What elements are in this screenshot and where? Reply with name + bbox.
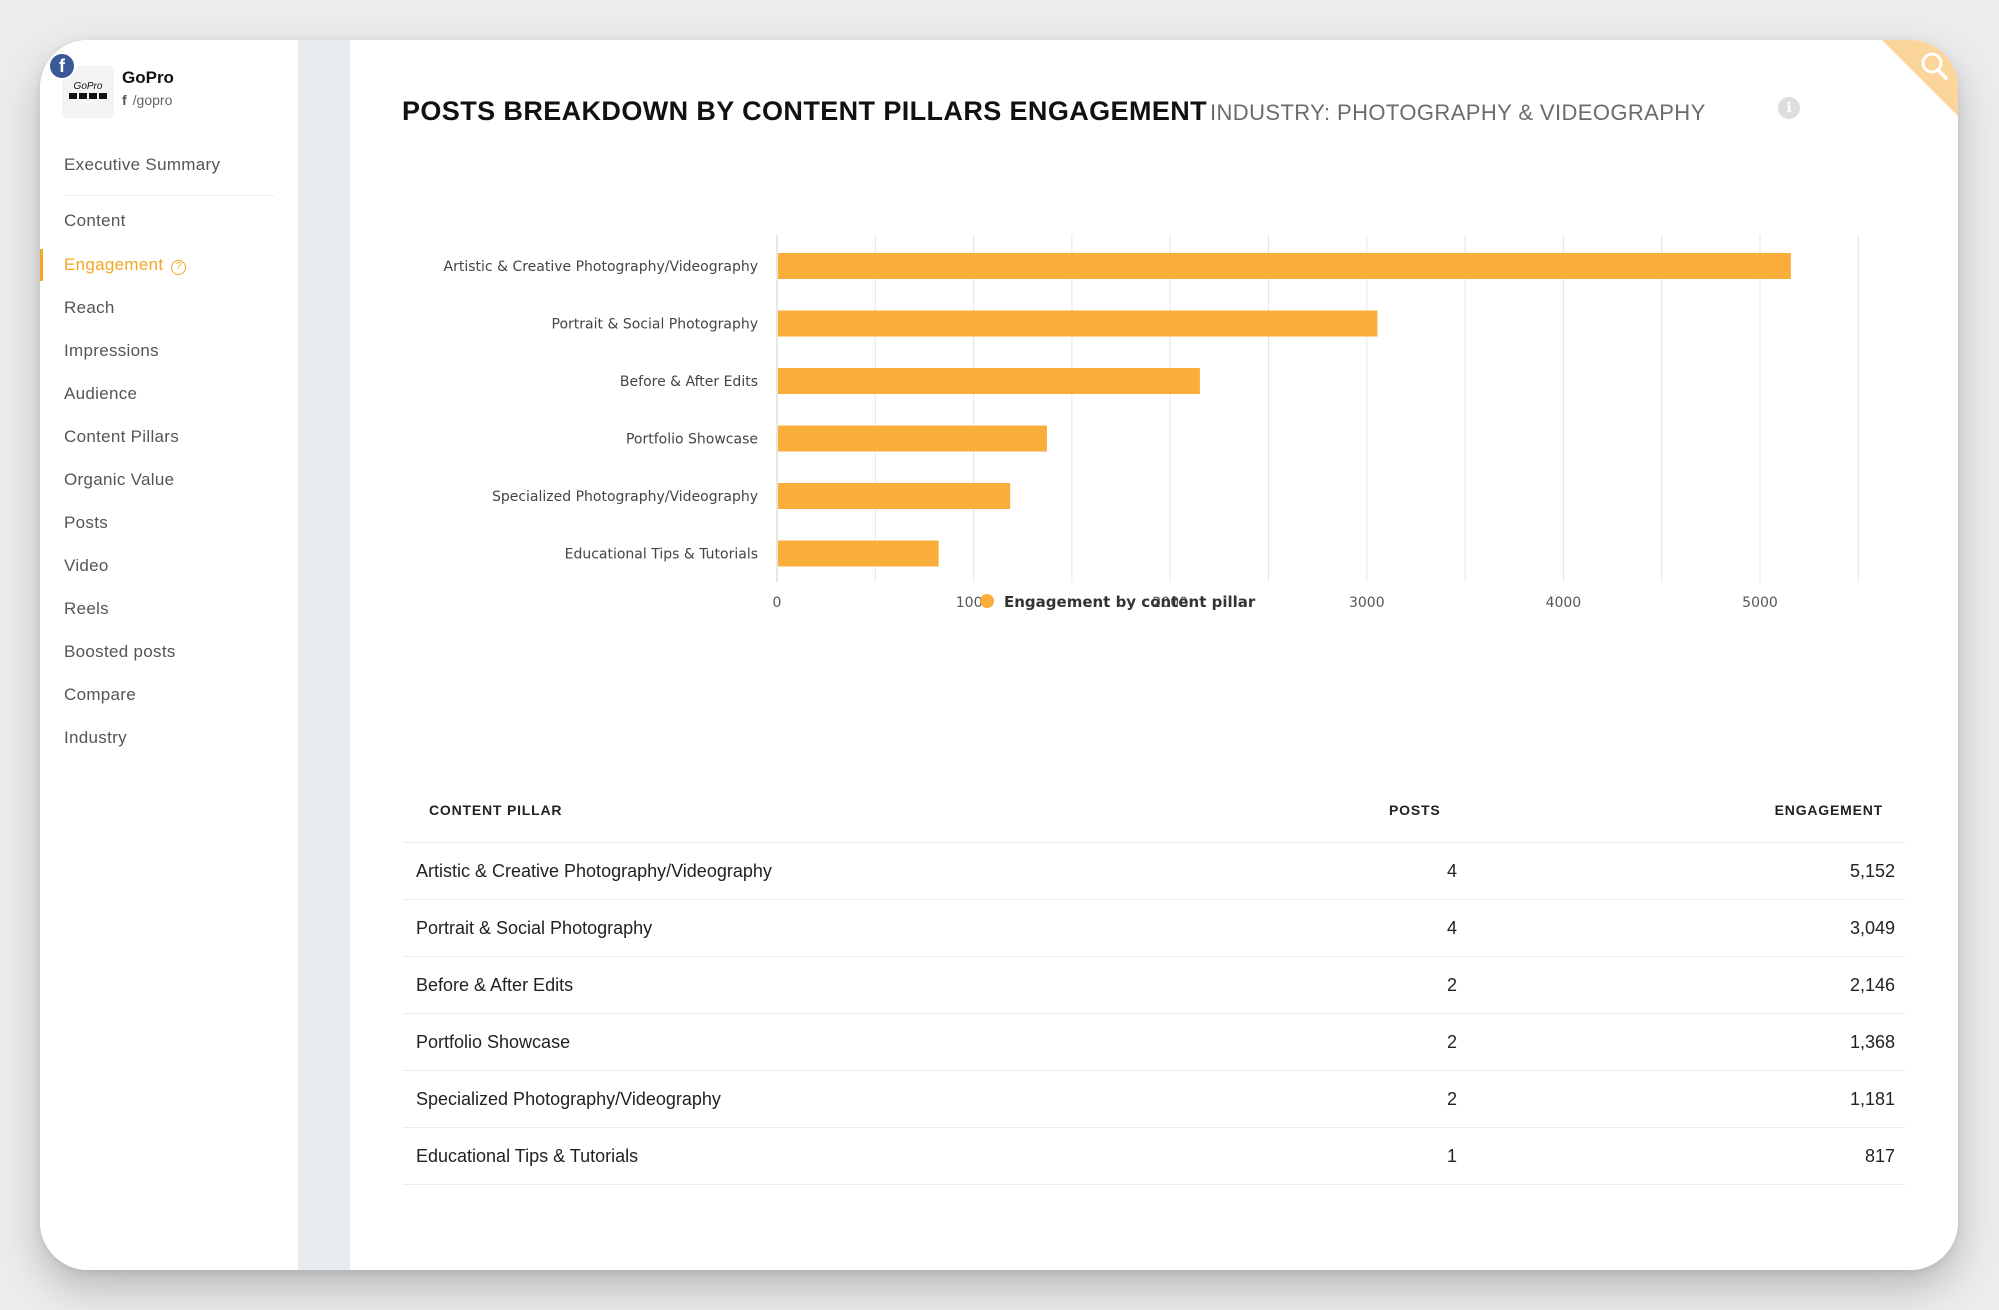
cell-pillar: Portrait & Social Photography [416,918,653,938]
cell-posts: 4 [1446,861,1457,881]
cell-engagement: 1,181 [1849,1089,1895,1109]
chart-legend[interactable]: Engagement by content pillar [980,593,1255,611]
table-row: Portfolio Showcase 2 1,368 [403,1014,1905,1071]
sidebar-item-label: Engagement [64,255,164,274]
bar[interactable] [778,253,1791,279]
cell-engagement: 5,152 [1849,861,1895,881]
table-row: Before & After Edits 2 2,146 [403,957,1905,1014]
sidebar-item-reach[interactable]: Reach [64,298,115,317]
brand-handle-text: /gopro [132,92,173,108]
category-label: Specialized Photography/Videography [492,489,758,505]
legend-dot [980,594,994,608]
sidebar-divider [64,195,274,196]
info-icon[interactable]: i [1778,97,1800,119]
x-tick-label: 4000 [1546,595,1582,611]
cell-pillar: Artistic & Creative Photography/Videogra… [416,861,772,881]
brand-handle: f/gopro [122,92,172,108]
table-header-divider [403,842,1905,843]
category-label: Portfolio Showcase [626,432,758,448]
content-gutter [298,40,350,1270]
table-row: Educational Tips & Tutorials 1 817 [403,1128,1905,1185]
search-icon[interactable] [1882,40,1958,116]
category-label: Educational Tips & Tutorials [565,547,758,563]
table-row: Artistic & Creative Photography/Videogra… [403,843,1905,900]
facebook-icon: f [48,52,76,80]
sidebar: GoPro f GoPro f/gopro Executive Summary … [40,40,298,1270]
sidebar-item-industry[interactable]: Industry [64,728,127,747]
cell-posts: 2 [1446,1032,1457,1052]
logo-wordmark: GoPro [74,81,103,92]
cell-engagement: 1,368 [1849,1032,1895,1052]
cell-pillar: Educational Tips & Tutorials [416,1146,639,1166]
sidebar-item-engagement[interactable]: Engagement? [40,249,187,281]
cell-engagement: 3,049 [1849,918,1895,938]
bar[interactable] [778,483,1011,509]
column-header-content-pillar[interactable]: CONTENT PILLAR [429,802,563,818]
page-title: POSTS BREAKDOWN BY CONTENT PILLARS ENGAG… [402,96,1208,126]
column-header-posts[interactable]: POSTS [1389,802,1441,818]
app-window: GoPro f GoPro f/gopro Executive Summary … [40,40,1958,1270]
sidebar-item-posts[interactable]: Posts [64,513,109,532]
cell-pillar: Portfolio Showcase [416,1032,571,1052]
cell-engagement: 817 [1864,1146,1895,1166]
cell-posts: 4 [1446,918,1457,938]
sidebar-item-compare[interactable]: Compare [64,685,137,704]
facebook-small-icon: f [122,92,127,108]
cell-posts: 1 [1446,1146,1457,1166]
cell-posts: 2 [1446,1089,1457,1109]
industry-subtitle: INDUSTRY: PHOTOGRAPHY & VIDEOGRAPHY [1210,100,1706,125]
x-tick-label: 2000 [1152,595,1188,611]
bar[interactable] [778,368,1200,394]
gopro-logo-mark: GoPro [69,81,107,99]
x-tick-label: 0 [773,595,782,611]
sidebar-item-reels[interactable]: Reels [64,599,109,618]
brand-name: GoPro [122,68,174,87]
legend-label: Engagement by content pillar [1004,593,1256,611]
category-label: Before & After Edits [620,374,758,390]
column-header-engagement[interactable]: ENGAGEMENT [1774,802,1883,818]
cell-pillar: Before & After Edits [416,975,574,995]
category-label: Artistic & Creative Photography/Videogra… [444,259,758,275]
cell-posts: 2 [1446,975,1457,995]
sidebar-item-audience[interactable]: Audience [64,384,138,403]
bar[interactable] [778,425,1047,452]
bar[interactable] [778,310,1378,337]
main-panel: POSTS BREAKDOWN BY CONTENT PILLARS ENGAG… [350,40,1958,1270]
category-label: Portrait & Social Photography [552,317,758,333]
help-circle-icon[interactable]: ? [171,260,187,275]
sidebar-item-content[interactable]: Content [64,211,126,230]
x-tick-label: 3000 [1349,595,1385,611]
sidebar-item-boosted-posts[interactable]: Boosted posts [64,642,176,661]
sidebar-item-content-pillars[interactable]: Content Pillars [64,427,180,446]
sidebar-item-organic-value[interactable]: Organic Value [64,470,175,489]
cell-engagement: 2,146 [1849,975,1895,995]
sidebar-item-executive-summary[interactable]: Executive Summary [64,155,221,174]
sidebar-item-video[interactable]: Video [64,556,109,575]
cell-pillar: Specialized Photography/Videography [416,1089,721,1109]
table-row: Portrait & Social Photography 4 3,049 [403,900,1905,957]
x-tick-label: 5000 [1742,595,1778,611]
table-row: Specialized Photography/Videography 2 1,… [403,1071,1905,1128]
sidebar-item-impressions[interactable]: Impressions [64,341,159,360]
bar[interactable] [778,540,939,567]
